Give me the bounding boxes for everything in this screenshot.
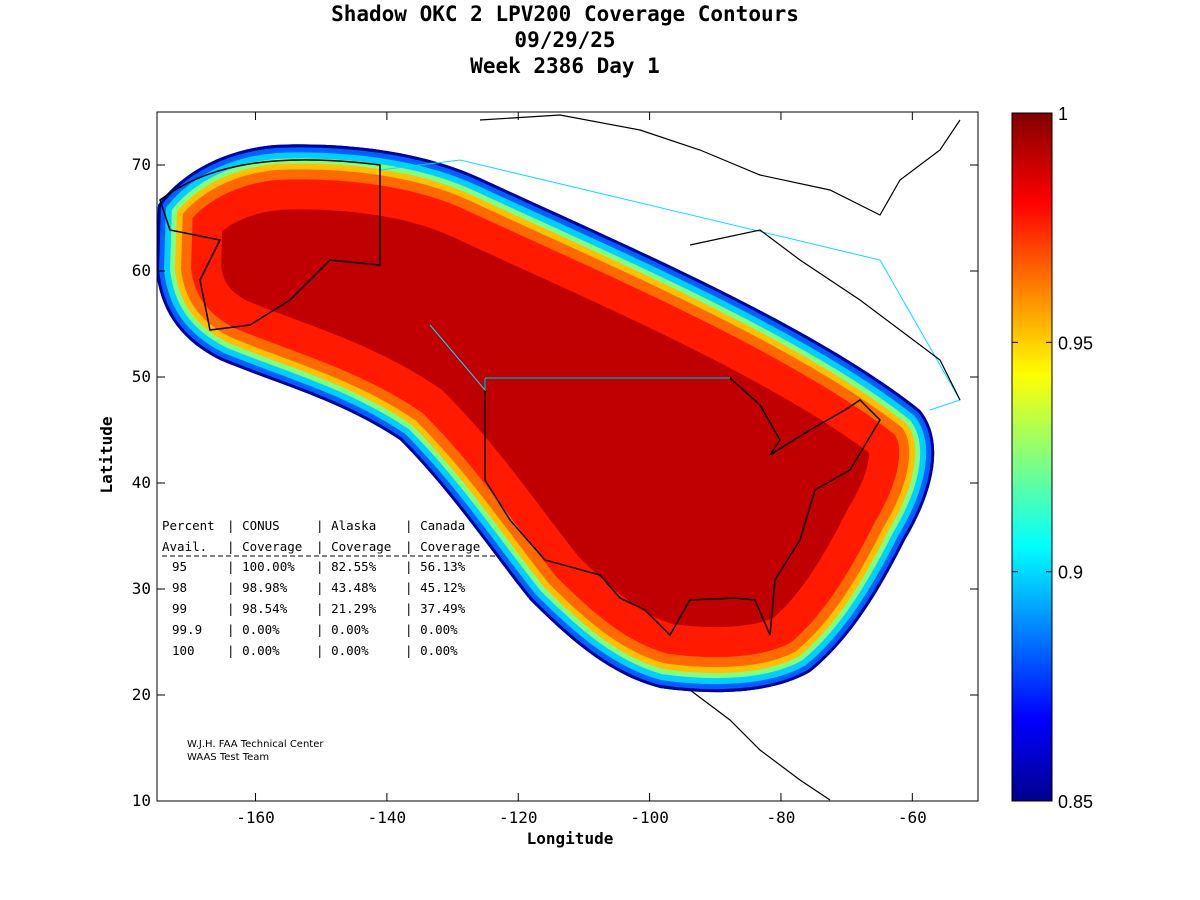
x-tick-label: -140 bbox=[368, 808, 407, 827]
y-tick-label: 50 bbox=[132, 367, 151, 386]
table-row-cell: | 100.00% bbox=[227, 559, 295, 574]
table-subheader-cell: | Coverage bbox=[405, 539, 480, 554]
chart-week: Week 2386 Day 1 bbox=[470, 54, 660, 78]
conus-outline bbox=[484, 377, 881, 637]
y-tick-label: 30 bbox=[132, 579, 151, 598]
greenland-labrador bbox=[689, 229, 961, 401]
table-subheader-cell: | Coverage bbox=[227, 539, 302, 554]
table-header-cell: Percent bbox=[162, 518, 215, 533]
table-header-cell: | Alaska bbox=[316, 518, 376, 533]
x-tick-label: -60 bbox=[898, 808, 927, 827]
table-row-cell: | 98.98% bbox=[227, 580, 288, 595]
y-tick-label: 60 bbox=[132, 261, 151, 280]
x-axis-label: Longitude bbox=[527, 829, 614, 848]
y-tick-label: 10 bbox=[132, 791, 151, 810]
table-row-cell: 95 bbox=[172, 559, 187, 574]
table-row-cell: | 43.48% bbox=[316, 580, 377, 595]
x-tick-label: -100 bbox=[630, 808, 669, 827]
table-row-cell: | 82.55% bbox=[316, 559, 377, 574]
table-row-cell: 99.9 bbox=[172, 622, 202, 637]
table-row-cell: | 56.13% bbox=[405, 559, 466, 574]
credit-line-2: WAAS Test Team bbox=[187, 752, 269, 763]
table-row-cell: | 37.49% bbox=[405, 601, 466, 616]
colorbar-tick-label: 0.9 bbox=[1058, 563, 1083, 583]
table-row-cell: | 0.00% bbox=[227, 643, 280, 658]
chart-title: Shadow OKC 2 LPV200 Coverage Contours bbox=[331, 2, 799, 26]
x-tick-label: -80 bbox=[767, 808, 796, 827]
arctic-islands bbox=[479, 114, 961, 216]
chart-date: 09/29/25 bbox=[514, 28, 616, 52]
table-row-cell: 98 bbox=[172, 580, 187, 595]
colorbar-tick-label: 0.85 bbox=[1058, 792, 1093, 812]
table-row-cell: | 98.54% bbox=[227, 601, 288, 616]
coverage-contours bbox=[157, 114, 961, 801]
y-tick-label: 70 bbox=[132, 155, 151, 174]
colorbar-tick-label: 1 bbox=[1058, 104, 1068, 124]
table-row-cell: | 21.29% bbox=[316, 601, 377, 616]
table-header-cell: | CONUS bbox=[227, 518, 280, 533]
table-row-cell: 99 bbox=[172, 601, 187, 616]
table-row-cell: | 0.00% bbox=[316, 622, 369, 637]
table-row-cell: | 0.00% bbox=[227, 622, 280, 637]
table-row-cell: 100 bbox=[172, 643, 195, 658]
y-tick-label: 20 bbox=[132, 685, 151, 704]
credit-line-1: W.J.H. FAA Technical Center bbox=[187, 739, 324, 750]
table-row-cell: | 45.12% bbox=[405, 580, 466, 595]
table-row-cell: | 0.00% bbox=[405, 622, 458, 637]
table-subheader-cell: Avail. bbox=[162, 539, 207, 554]
x-tick-label: -160 bbox=[236, 808, 275, 827]
table-subheader-cell: | Coverage bbox=[316, 539, 391, 554]
central-america bbox=[689, 689, 831, 801]
table-header-cell: | Canada bbox=[405, 518, 465, 533]
colorbar-tick-label: 0.95 bbox=[1058, 333, 1093, 353]
table-row-cell: | 0.00% bbox=[316, 643, 369, 658]
table-row-cell: | 0.00% bbox=[405, 643, 458, 658]
y-axis-label: Latitude bbox=[97, 416, 116, 493]
x-tick-label: -120 bbox=[499, 808, 538, 827]
coverage-table: Percent | CONUS | Alaska | Canada Avail. | Co… bbox=[162, 518, 500, 658]
plot-frame bbox=[156, 111, 979, 802]
alaska-coast bbox=[159, 159, 381, 331]
colorbar bbox=[1011, 112, 1053, 802]
y-tick-label: 40 bbox=[132, 473, 151, 492]
